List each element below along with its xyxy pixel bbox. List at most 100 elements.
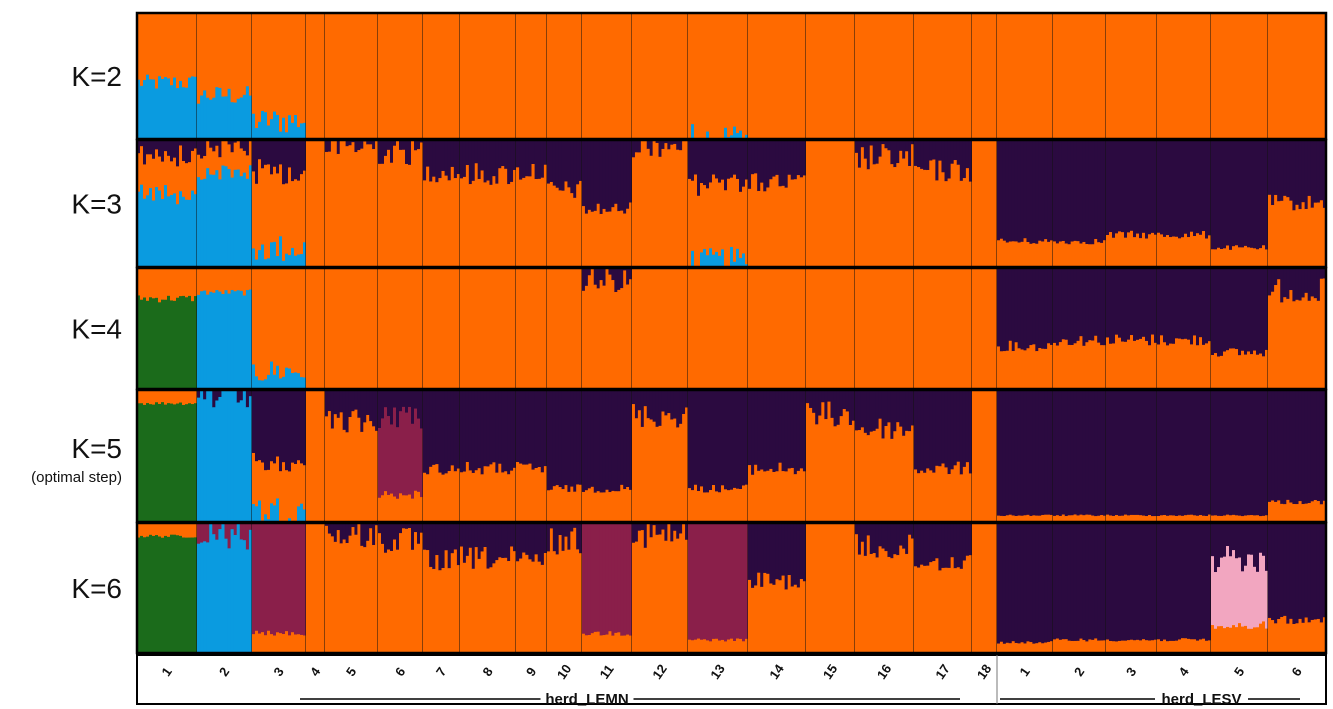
bar-segment-orange bbox=[869, 13, 874, 140]
bar-segment-purple bbox=[730, 390, 734, 491]
bar-segment-orange bbox=[525, 268, 529, 390]
bar-segment-orange bbox=[435, 268, 440, 390]
bar-segment-orange bbox=[757, 13, 761, 140]
bar-segment-orange bbox=[300, 174, 304, 255]
bar-segment-orange bbox=[842, 523, 847, 654]
bar-segment-orange bbox=[796, 587, 801, 654]
bar-segment-purple bbox=[911, 523, 915, 539]
bar-segment-purple bbox=[1301, 268, 1306, 298]
bar-segment-purple bbox=[1038, 523, 1042, 643]
bar-segment-blue bbox=[706, 255, 710, 268]
bar-segment-purple bbox=[549, 523, 554, 529]
structure-panels bbox=[135, 11, 1328, 655]
bar-segment-orange bbox=[1259, 516, 1263, 523]
bar-segment-orange bbox=[164, 268, 168, 301]
bar-segment-purple bbox=[860, 140, 865, 148]
bar-segment-purple bbox=[1094, 390, 1098, 517]
bar-segment-orange bbox=[242, 268, 247, 296]
bar-segment-purple bbox=[1289, 268, 1294, 291]
bar-segment-blue bbox=[155, 88, 159, 140]
bar-segment-purple bbox=[587, 140, 592, 211]
bar-segment-orange bbox=[393, 145, 397, 268]
bar-segment-purple bbox=[1053, 523, 1057, 640]
bar-segment-green bbox=[194, 537, 198, 654]
population-LEMN-13 bbox=[688, 13, 749, 140]
bar-segment-orange bbox=[875, 557, 880, 654]
bar-segment-orange bbox=[724, 13, 728, 129]
bar-segment-orange bbox=[1271, 500, 1275, 523]
bar-segment-purple bbox=[899, 140, 903, 152]
bar-segment-orange bbox=[997, 13, 1001, 140]
bar-segment-orange bbox=[626, 208, 630, 268]
bar-segment-orange bbox=[742, 641, 746, 654]
bar-segment-purple bbox=[1223, 268, 1227, 352]
bar-segment-purple bbox=[787, 390, 792, 469]
population-LEMN-5 bbox=[325, 268, 379, 390]
bar-segment-orange bbox=[1005, 242, 1010, 268]
bar-segment-orange bbox=[1214, 249, 1218, 268]
bar-segment-orange bbox=[1295, 299, 1300, 390]
bar-segment-purple bbox=[393, 140, 397, 147]
bar-segment-purple bbox=[161, 140, 165, 162]
bar-segment-orange bbox=[724, 268, 728, 390]
bar-segment-orange bbox=[845, 140, 850, 268]
bar-segment-orange bbox=[721, 179, 725, 250]
bar-segment-orange bbox=[1109, 13, 1113, 140]
bar-segment-orange bbox=[549, 268, 554, 390]
bar-segment-orange bbox=[950, 557, 955, 654]
bar-segment-orange bbox=[1160, 234, 1164, 268]
bar-segment-purple bbox=[215, 390, 219, 401]
bar-segment-purple bbox=[617, 268, 621, 291]
bar-segment-orange bbox=[839, 268, 844, 390]
bar-segment-orange bbox=[629, 13, 633, 140]
bar-segment-purple bbox=[1175, 268, 1179, 339]
bar-segment-orange bbox=[769, 179, 774, 268]
bar-segment-purple bbox=[997, 390, 1001, 517]
bar-segment-purple bbox=[1035, 390, 1039, 517]
bar-segment-orange bbox=[1196, 640, 1200, 654]
bar-segment-purple bbox=[733, 140, 737, 176]
bar-segment-purple bbox=[570, 390, 574, 487]
bar-segment-orange bbox=[866, 535, 871, 654]
bar-segment-orange bbox=[993, 268, 998, 390]
bar-segment-orange bbox=[444, 550, 449, 654]
bar-segment-purple bbox=[453, 523, 458, 550]
bar-segment-orange bbox=[1295, 504, 1300, 523]
bar-segment-orange bbox=[685, 140, 689, 268]
bar-segment-purple bbox=[158, 140, 162, 157]
bar-segment-purple bbox=[1247, 523, 1251, 555]
bar-segment-green bbox=[164, 299, 168, 390]
bar-segment-orange bbox=[528, 559, 533, 654]
bar-segment-purple bbox=[522, 523, 526, 553]
bar-segment-purple bbox=[1217, 140, 1221, 249]
bar-segment-purple bbox=[1190, 140, 1194, 233]
bar-segment-orange bbox=[1313, 499, 1318, 523]
bar-segment-purple bbox=[399, 390, 403, 412]
bar-segment-orange bbox=[1115, 334, 1119, 390]
bar-segment-purple bbox=[1241, 140, 1245, 248]
bar-segment-green bbox=[161, 537, 165, 654]
bar-segment-purple bbox=[423, 523, 427, 551]
bar-segment-orange bbox=[932, 472, 936, 523]
bar-segment-purple bbox=[429, 140, 433, 182]
bar-segment-orange bbox=[1148, 13, 1152, 140]
bar-segment-purple bbox=[1154, 390, 1158, 517]
bar-segment-orange bbox=[236, 13, 241, 100]
bar-segment-orange bbox=[357, 13, 361, 140]
bar-segment-orange bbox=[1044, 642, 1048, 654]
bar-segment-purple bbox=[1038, 140, 1042, 242]
bar-segment-orange bbox=[1217, 626, 1221, 654]
bar-segment-orange bbox=[703, 639, 707, 654]
bar-segment-orange bbox=[818, 415, 822, 523]
bar-segment-orange bbox=[608, 211, 613, 268]
bar-segment-purple bbox=[1280, 268, 1284, 303]
bar-segment-purple bbox=[727, 390, 731, 491]
bar-segment-orange bbox=[417, 491, 421, 523]
bar-segment-orange bbox=[911, 144, 915, 268]
bar-segment-blue bbox=[197, 543, 201, 654]
bar-segment-orange bbox=[426, 13, 430, 140]
bar-segment-orange bbox=[1073, 343, 1078, 390]
bar-segment-orange bbox=[173, 157, 177, 194]
bar-segment-orange bbox=[230, 13, 235, 103]
bar-segment-purple bbox=[179, 140, 183, 146]
